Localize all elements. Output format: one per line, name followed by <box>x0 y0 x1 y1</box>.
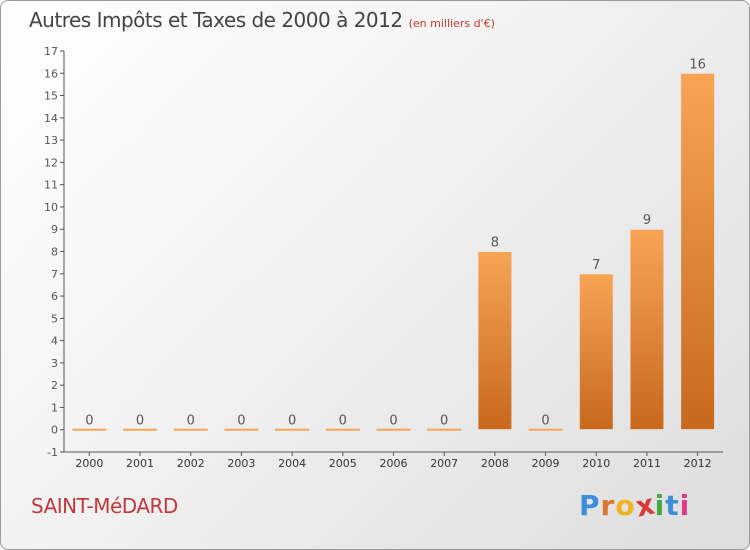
x-tick-label: 2000 <box>75 457 103 470</box>
data-label: 0 <box>440 414 448 429</box>
logo-letter: t <box>665 489 680 522</box>
y-tick-label: 14 <box>44 112 58 125</box>
bar <box>123 428 158 431</box>
y-tick-label: 15 <box>44 90 58 103</box>
y-tick-label: 3 <box>51 357 58 370</box>
data-label: 0 <box>136 414 144 429</box>
bar <box>528 428 563 431</box>
commune-name: SAINT-MéDARD <box>31 494 178 518</box>
bar <box>275 428 310 431</box>
bar <box>629 228 665 431</box>
logo-letter: i <box>654 489 666 522</box>
logo-letter: i <box>679 489 691 522</box>
y-tick-label: -1 <box>47 446 58 459</box>
bar <box>477 251 513 431</box>
x-tick-label: 2010 <box>582 457 610 470</box>
data-label: 0 <box>389 414 397 429</box>
bar <box>173 428 208 431</box>
data-label: 8 <box>491 236 499 251</box>
x-tick-label: 2006 <box>380 457 408 470</box>
y-tick-label: 17 <box>44 45 58 58</box>
x-tick-label: 2003 <box>227 457 255 470</box>
y-tick-label: 0 <box>51 424 58 437</box>
y-tick-label: 10 <box>44 201 58 214</box>
data-label: 9 <box>643 213 651 228</box>
x-tick-label: 2012 <box>684 457 712 470</box>
bar <box>680 72 716 431</box>
y-tick-label: 6 <box>51 290 58 303</box>
bar <box>72 428 107 431</box>
data-label: 0 <box>339 414 347 429</box>
data-label: 0 <box>85 414 93 429</box>
y-tick-label: 9 <box>51 223 58 236</box>
bar <box>578 273 614 431</box>
data-label: 0 <box>541 414 549 429</box>
x-tick-label: 2005 <box>329 457 357 470</box>
logo-letter: r <box>600 489 616 522</box>
x-tick-label: 2008 <box>481 457 509 470</box>
bar <box>427 428 462 431</box>
chart-title-text: Autres Impôts et Taxes de 2000 à 2012 <box>29 8 403 32</box>
y-tick-label: 7 <box>51 268 58 281</box>
logo-letter: P <box>579 489 601 522</box>
bar <box>376 428 411 431</box>
y-tick-label: 16 <box>44 67 58 80</box>
data-label: 16 <box>689 57 706 72</box>
y-tick-label: 1 <box>51 401 58 414</box>
y-tick-label: 12 <box>44 156 58 169</box>
x-tick-label: 2004 <box>278 457 306 470</box>
chart-subtitle: (en milliers d'€) <box>408 17 495 30</box>
logo-letter: o <box>615 489 636 522</box>
y-tick-label: 2 <box>51 379 58 392</box>
x-tick-label: 2007 <box>430 457 458 470</box>
x-tick-label: 2011 <box>633 457 661 470</box>
y-tick-label: 5 <box>51 312 58 325</box>
x-tick-label: 2009 <box>532 457 560 470</box>
proxiti-logo: Proxiti <box>579 487 691 523</box>
data-label: 0 <box>288 414 296 429</box>
data-label: 0 <box>187 414 195 429</box>
y-tick-label: 13 <box>44 134 58 147</box>
y-tick-label: 4 <box>51 335 58 348</box>
chart-title: Autres Impôts et Taxes de 2000 à 2012 (en… <box>29 8 495 32</box>
bar <box>325 428 360 431</box>
bar <box>224 428 259 431</box>
x-tick-label: 2002 <box>177 457 205 470</box>
x-tick-label: 2001 <box>126 457 154 470</box>
y-tick-label: 11 <box>44 179 58 192</box>
data-label: 7 <box>592 258 600 273</box>
data-label: 0 <box>237 414 245 429</box>
y-tick-label: 8 <box>51 246 58 259</box>
